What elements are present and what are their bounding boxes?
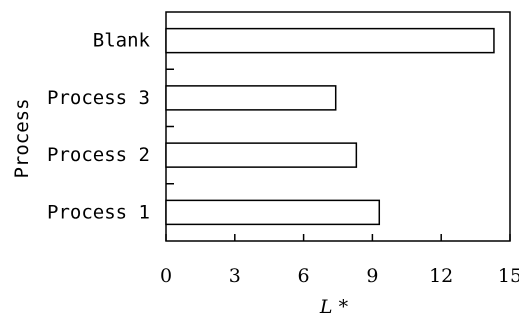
bar [165,85,337,111]
bars-group [165,27,495,226]
category-label: Process 1 [47,201,150,223]
category-label: Process 2 [47,144,150,166]
plot-frame [165,11,511,242]
bar [165,27,495,54]
x-axis-title: L * [319,296,349,318]
x-tick-label: 12 [429,265,453,287]
x-tick-label: 0 [160,265,172,287]
x-tick-label: 15 [498,265,519,287]
category-label: Process 3 [47,87,150,109]
category-label: Blank [93,30,151,52]
x-ticks: 0 3 6 9 12 15 [160,234,519,287]
y-axis-title: Process [11,98,33,178]
x-tick-label: 9 [366,265,378,287]
category-labels: Process 1 Process 2 Process 3 Blank [47,30,151,224]
bar [165,142,358,168]
x-tick-label: 6 [298,265,310,287]
bar [165,199,381,226]
x-tick-label: 3 [229,265,241,287]
